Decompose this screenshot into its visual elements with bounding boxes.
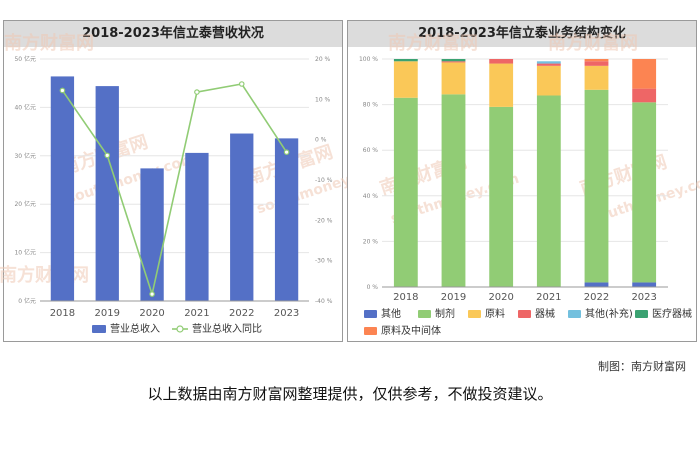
x-tick-label: 2021 — [184, 308, 209, 319]
y-tick-label: 0 % — [367, 284, 379, 291]
y-tick-label: 60 % — [363, 147, 379, 154]
x-tick-label: 2019 — [95, 308, 120, 319]
legend-swatch — [92, 325, 106, 333]
y-tick-label: 50 亿元 — [14, 55, 36, 63]
bar — [50, 76, 75, 301]
y-tick-label: 100 % — [359, 56, 378, 63]
x-tick-label: 2022 — [229, 308, 254, 319]
structure-chart: 0 % 20 % 40 % 60 % 80 % 100 % 2018 2019 2020 2021… — [359, 56, 692, 337]
legend-swatch — [364, 327, 377, 335]
x-tick-label: 2020 — [139, 308, 164, 319]
y-tick-label: 40 亿元 — [14, 103, 36, 111]
stacked-bar-segment — [441, 94, 466, 287]
stacked-bar-segment — [489, 59, 514, 64]
stacked-bar-segment — [489, 106, 514, 287]
stacked-bar-segment — [584, 59, 609, 62]
y-tick-label: 40 % — [363, 193, 379, 200]
business-structure-panel: 2018-2023年信立泰业务结构变化 南方财富网 南方财富网 南方财富网 so… — [347, 20, 700, 342]
y2-tick-label: 0 % — [315, 137, 327, 144]
y-tick-label: 80 % — [363, 102, 379, 109]
legend-label: 其他(补充) — [585, 307, 633, 320]
y2-tick-label: -10 % — [315, 177, 333, 184]
x-tick-label: 2023 — [631, 292, 656, 303]
legend-swatch — [176, 325, 184, 333]
y-tick-label: 20 亿元 — [14, 200, 36, 208]
yoy-point — [283, 149, 290, 155]
y-tick-label: 0 亿元 — [18, 297, 36, 305]
y-tick-label: 20 % — [363, 238, 379, 245]
x-tick-label: 2023 — [274, 308, 299, 319]
legend-label: 营业总收入 — [110, 322, 160, 335]
stacked-bar-segment — [441, 61, 466, 63]
y2-tick-label: -30 % — [315, 258, 333, 265]
revenue-chart: 0 亿元 10 亿元 20 亿元 30 亿元 40 亿元 50 亿元 -40 % -30 % -… — [14, 55, 333, 335]
stacked-bar-segment — [632, 282, 657, 287]
stacked-bar-segment — [584, 61, 609, 66]
stacked-bar-segment — [489, 63, 514, 107]
legend-label: 其他 — [381, 307, 401, 320]
stacked-bar-segment — [584, 89, 609, 283]
legend-label: 医疗器械 — [652, 307, 692, 320]
yoy-point — [194, 89, 200, 95]
caption: 制图：南方财富网 — [598, 360, 686, 373]
yoy-point — [104, 152, 111, 159]
stacked-bar-segment — [393, 61, 418, 98]
y-tick-label: 10 亿元 — [14, 249, 36, 257]
legend-swatch — [418, 310, 431, 318]
stacked-bar-segment — [441, 62, 466, 95]
legend-swatch — [568, 310, 581, 318]
legend-label: 器械 — [535, 307, 555, 320]
stacked-bar-segment — [393, 97, 418, 287]
stacked-bar-segment — [632, 102, 657, 283]
stacked-bar-segment — [584, 65, 609, 90]
structure-chart-title: 2018-2023年信立泰业务结构变化 — [348, 21, 696, 47]
bar — [95, 86, 119, 301]
revenue-chart-panel: 2018-2023年信立泰营收状况 南方财富网 南方财富网 southmoney… — [0, 20, 387, 342]
bar — [230, 133, 254, 301]
yoy-line — [61, 83, 288, 298]
x-tick-label: 2019 — [441, 292, 466, 303]
revenue-chart-title: 2018-2023年信立泰营收状况 — [4, 21, 342, 47]
y2-tick-label: 20 % — [315, 56, 331, 63]
stacked-bar-segment — [536, 63, 561, 66]
stacked-bar-segment — [536, 95, 561, 287]
y2-tick-label: -40 % — [315, 298, 333, 305]
stacked-bar-segment — [536, 65, 561, 96]
bar — [185, 152, 209, 301]
y2-tick-label: 10 % — [315, 96, 331, 103]
yoy-point — [238, 81, 245, 87]
bar — [274, 138, 299, 301]
disclaimer: 以上数据由南方财富网整理提供，仅供参考，不做投资建议。 — [147, 385, 553, 403]
stacked-bar-segment — [393, 59, 418, 62]
x-tick-label: 2020 — [488, 292, 513, 303]
stacked-bar-segment — [441, 59, 466, 62]
stacked-bar-segment — [584, 282, 609, 287]
stacked-bar-segment — [536, 61, 561, 64]
y2-tick-label: -20 % — [315, 217, 333, 224]
legend-label: 原料及中间体 — [381, 324, 441, 337]
legend-label: 原料 — [485, 307, 505, 320]
stacked-bar-segment — [632, 88, 657, 103]
yoy-point — [149, 291, 155, 297]
bar — [140, 168, 164, 301]
legend-swatch — [635, 310, 648, 318]
legend-swatch — [468, 310, 481, 318]
legend-label: 制剂 — [435, 307, 455, 320]
legend-swatch — [518, 310, 531, 318]
legend-label: 营业总收入同比 — [192, 322, 262, 335]
yoy-point — [59, 87, 66, 94]
y-tick-label: 30 亿元 — [14, 152, 36, 160]
x-tick-label: 2018 — [393, 292, 418, 303]
x-tick-label: 2022 — [584, 292, 609, 303]
legend-swatch — [364, 310, 377, 318]
x-tick-label: 2018 — [50, 308, 75, 319]
stacked-bar-segment — [632, 59, 657, 89]
x-tick-label: 2021 — [536, 292, 561, 303]
